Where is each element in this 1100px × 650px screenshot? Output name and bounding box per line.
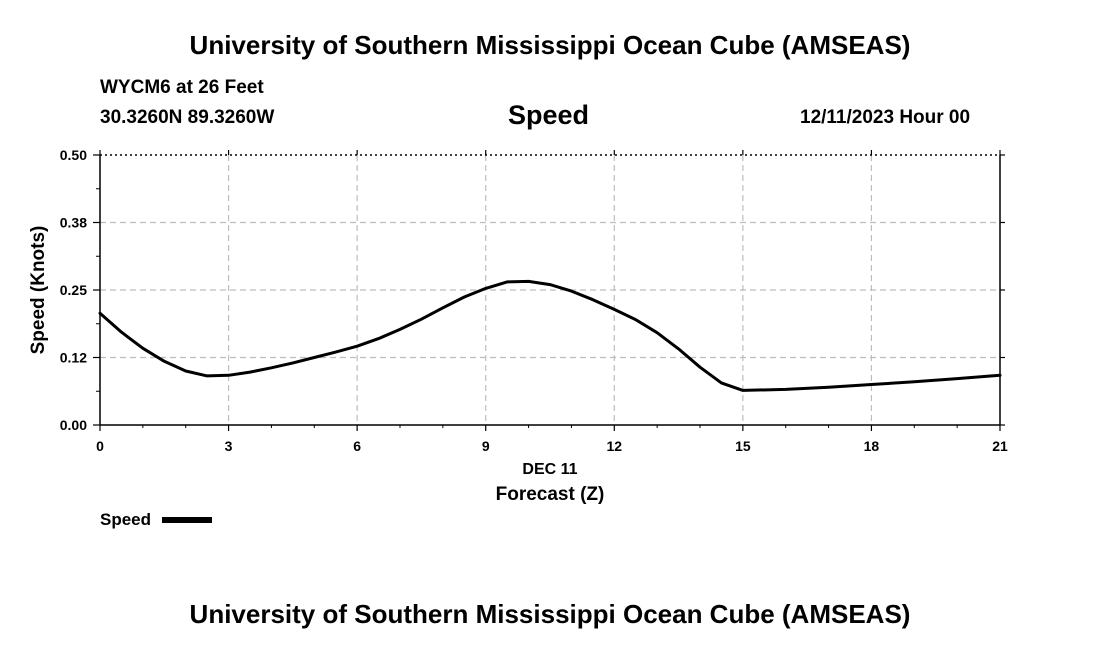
- x-tick-label: 6: [353, 438, 361, 454]
- x-tick-label: 21: [992, 438, 1008, 454]
- station-label: WYCM6 at 26 Feet: [100, 77, 264, 98]
- x-tick-label: 18: [864, 438, 880, 454]
- x-tick-label: 12: [606, 438, 622, 454]
- y-tick-label: 0.00: [60, 417, 87, 433]
- chart-title-top: University of Southern Mississippi Ocean…: [189, 30, 911, 60]
- x-tick-label: 3: [225, 438, 233, 454]
- legend-label: Speed: [100, 510, 152, 529]
- x-tick-label: 15: [735, 438, 751, 454]
- y-tick-label: 0.12: [60, 350, 87, 366]
- legend-swatch: [162, 517, 212, 523]
- y-tick-label: 0.25: [60, 282, 87, 298]
- station-coordinates: 30.3260N 89.3260W: [100, 107, 275, 128]
- x-tick-label: 0: [96, 438, 104, 454]
- y-tick-label: 0.50: [60, 147, 87, 163]
- variable-title: Speed: [508, 100, 590, 130]
- x-tick-label: 9: [482, 438, 490, 454]
- chart-title-bottom: University of Southern Mississippi Ocean…: [189, 599, 911, 629]
- y-tick-label: 0.38: [60, 215, 87, 231]
- speed-series-line: [98, 279, 1002, 392]
- forecast-datetime: 12/11/2023 Hour 00: [800, 107, 971, 128]
- x-axis-label: Forecast (Z): [496, 484, 605, 505]
- x-axis-date-label: DEC 11: [522, 461, 577, 478]
- y-axis-label: Speed (Knots): [28, 226, 49, 355]
